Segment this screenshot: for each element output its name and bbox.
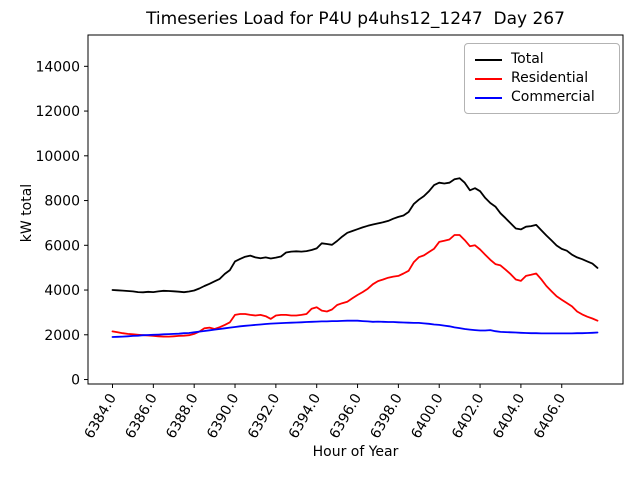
legend-entry-commercial: Commercial	[475, 88, 619, 107]
legend: Total Residential Commercial	[464, 43, 620, 114]
legend-label-residential: Residential	[511, 70, 589, 86]
y-axis-label: kW total	[19, 183, 35, 243]
residential-line	[111, 234, 599, 338]
y-tick-label: 14000	[35, 59, 80, 75]
x-axis-label: Hour of Year	[312, 444, 399, 460]
commercial-line	[111, 319, 599, 338]
y-tick-label: 6000	[44, 238, 80, 254]
total-line	[111, 177, 599, 294]
y-tick-label: 10000	[35, 149, 80, 165]
x-tick-label: 6406.0	[531, 391, 569, 441]
y-tick-label: 12000	[35, 104, 80, 120]
x-tick-label: 6396.0	[327, 391, 365, 441]
legend-entry-total: Total	[475, 50, 619, 69]
x-tick-label: 6398.0	[367, 391, 405, 441]
y-tick-label: 4000	[44, 283, 80, 299]
y-tick-label: 2000	[44, 328, 80, 344]
residential-line-sample-icon	[475, 77, 502, 80]
x-tick-label: 6394.0	[286, 391, 324, 441]
commercial-line-sample-icon	[475, 96, 502, 99]
y-tick-label: 0	[71, 373, 80, 389]
chart-title: Timeseries Load for P4U p4uhs12_1247 Day…	[146, 9, 565, 29]
x-tick-label: 6404.0	[490, 391, 528, 441]
x-tick-label: 6400.0	[408, 391, 446, 441]
legend-label-commercial: Commercial	[511, 89, 595, 105]
x-tick-label: 6388.0	[163, 391, 201, 441]
y-tick-label: 8000	[44, 194, 80, 210]
axes-frame	[87, 34, 624, 385]
x-tick-label: 6392.0	[245, 391, 283, 441]
x-tick-label: 6384.0	[82, 391, 120, 441]
legend-label-total: Total	[511, 51, 544, 67]
x-tick-label: 6390.0	[204, 391, 242, 441]
x-tick-label: 6386.0	[122, 391, 160, 441]
total-line-sample-icon	[475, 58, 502, 61]
x-tick-label: 6402.0	[449, 391, 487, 441]
legend-entry-residential: Residential	[475, 69, 619, 88]
